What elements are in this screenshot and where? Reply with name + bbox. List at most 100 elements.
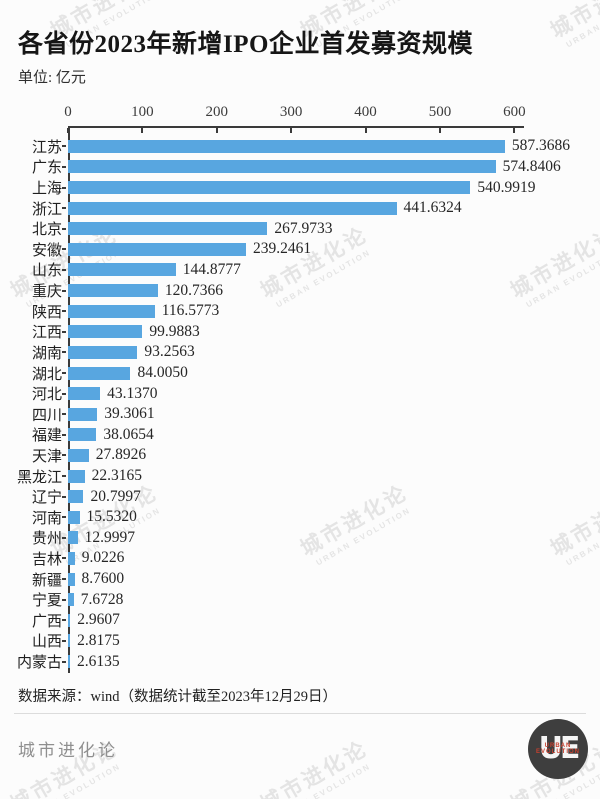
y-axis-label: 江苏 bbox=[31, 139, 62, 156]
bar bbox=[68, 490, 84, 504]
bar-row: 江苏 587.3686 bbox=[0, 136, 600, 157]
y-tick-mark bbox=[62, 475, 66, 478]
y-axis-label: 江西 bbox=[31, 325, 62, 342]
y-axis-label: 四川 bbox=[31, 407, 62, 424]
y-axis-label: 贵州 bbox=[31, 531, 62, 548]
bar-value: 574.8406 bbox=[502, 157, 561, 175]
y-axis-label: 河南 bbox=[31, 510, 62, 527]
bar-value: 15.5320 bbox=[86, 508, 137, 526]
y-axis-label: 陕西 bbox=[31, 304, 62, 321]
bar-value: 587.3686 bbox=[511, 137, 571, 155]
bar-row: 陕西 116.5773 bbox=[0, 301, 600, 322]
x-tick-label: 600 bbox=[503, 104, 526, 120]
bar bbox=[68, 201, 397, 215]
y-tick-mark bbox=[62, 145, 66, 148]
bar bbox=[68, 551, 75, 565]
y-tick-mark bbox=[62, 227, 66, 230]
y-tick-mark bbox=[62, 536, 66, 539]
bar-value: 7.6728 bbox=[80, 590, 124, 608]
y-axis-label: 黑龙江 bbox=[16, 469, 62, 486]
bar-value: 239.2461 bbox=[252, 240, 312, 258]
logo-subtext: URBAN EVOLUTION bbox=[535, 743, 580, 755]
bar bbox=[68, 572, 75, 586]
bar bbox=[68, 366, 131, 380]
y-tick-mark bbox=[62, 186, 66, 189]
bar bbox=[68, 284, 158, 298]
y-tick-mark bbox=[62, 310, 66, 313]
y-axis-label: 上海 bbox=[31, 181, 62, 198]
y-axis-label: 宁夏 bbox=[31, 593, 62, 610]
bar-row: 辽宁 20.7997 bbox=[0, 486, 600, 507]
y-axis-label: 广西 bbox=[31, 613, 62, 630]
bar-value: 12.9997 bbox=[84, 528, 136, 546]
y-axis-label: 新疆 bbox=[31, 572, 62, 589]
x-tick-mark bbox=[364, 128, 367, 133]
bar-value: 540.9919 bbox=[477, 178, 536, 196]
bar bbox=[68, 613, 71, 627]
bar-value: 8.7600 bbox=[81, 570, 125, 588]
bar-row: 福建 38.0654 bbox=[0, 425, 600, 446]
bar-row: 湖北 84.0050 bbox=[0, 363, 600, 384]
bar bbox=[68, 242, 246, 256]
bar bbox=[68, 531, 78, 545]
bar bbox=[68, 593, 74, 607]
bar-row: 贵州 12.9997 bbox=[0, 528, 600, 549]
y-axis-label: 安徽 bbox=[31, 242, 62, 259]
bar-row: 河北 43.1370 bbox=[0, 383, 600, 404]
y-tick-mark bbox=[62, 413, 66, 416]
unit-label: 单位: 亿元 bbox=[18, 70, 86, 86]
y-axis-label: 福建 bbox=[31, 428, 62, 445]
y-axis-label: 内蒙古 bbox=[16, 655, 62, 672]
y-tick-mark bbox=[62, 165, 66, 168]
bar bbox=[68, 448, 89, 462]
y-axis-label: 山东 bbox=[31, 263, 62, 280]
x-tick-mark bbox=[438, 128, 441, 133]
bar bbox=[68, 428, 97, 442]
x-axis-line bbox=[68, 126, 524, 128]
y-tick-mark bbox=[62, 330, 66, 333]
x-tick-label: 200 bbox=[205, 104, 229, 120]
y-axis-label: 天津 bbox=[31, 448, 62, 465]
y-axis-label: 湖南 bbox=[31, 345, 62, 362]
bar-row: 上海 540.9919 bbox=[0, 177, 600, 198]
bar-value: 2.6135 bbox=[76, 652, 120, 670]
x-tick-label: 0 bbox=[64, 104, 72, 120]
bar bbox=[68, 304, 155, 318]
bar-row: 北京 267.9733 bbox=[0, 218, 600, 239]
bar-value: 38.0654 bbox=[103, 425, 154, 443]
bar bbox=[68, 407, 98, 421]
bar-value: 93.2563 bbox=[144, 343, 195, 361]
y-tick-mark bbox=[62, 289, 66, 292]
y-tick-mark bbox=[62, 248, 66, 251]
y-tick-mark bbox=[62, 557, 66, 560]
bar bbox=[68, 263, 176, 277]
bar bbox=[68, 510, 80, 524]
bar-value: 120.7366 bbox=[164, 281, 223, 299]
bar-row: 黑龙江 22.3165 bbox=[0, 466, 600, 487]
bar-value: 27.8926 bbox=[95, 446, 147, 464]
y-tick-mark bbox=[62, 207, 66, 210]
y-axis-label: 辽宁 bbox=[31, 490, 62, 507]
bar-row: 江西 99.9883 bbox=[0, 321, 600, 342]
x-tick-mark bbox=[67, 128, 69, 133]
bar-value: 2.9607 bbox=[77, 611, 120, 629]
bar-row: 广西 2.9607 bbox=[0, 610, 600, 631]
bar-value: 20.7997 bbox=[90, 487, 141, 505]
bar bbox=[68, 222, 268, 236]
y-tick-mark bbox=[62, 351, 66, 354]
x-tick-mark bbox=[290, 128, 293, 133]
y-tick-mark bbox=[62, 495, 66, 498]
bar-row: 重庆 120.7366 bbox=[0, 280, 600, 301]
bar-row: 宁夏 7.6728 bbox=[0, 589, 600, 610]
y-tick-mark bbox=[62, 454, 66, 457]
bar-row: 山西 2.8175 bbox=[0, 631, 600, 652]
bar-value: 144.8777 bbox=[182, 260, 241, 278]
y-tick-mark bbox=[62, 660, 66, 663]
bar-row: 湖南 93.2563 bbox=[0, 342, 600, 363]
bar bbox=[68, 634, 71, 648]
bar-row: 河南 15.5320 bbox=[0, 507, 600, 528]
logo-ue-text: UE bbox=[538, 731, 581, 766]
y-tick-mark bbox=[62, 598, 66, 601]
bar-value: 99.9883 bbox=[149, 322, 200, 340]
